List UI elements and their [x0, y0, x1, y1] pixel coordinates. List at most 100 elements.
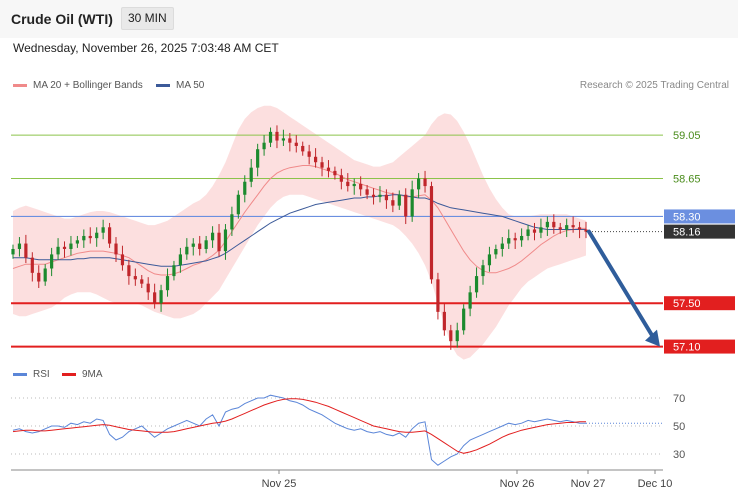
level-tag-58.30 — [664, 209, 735, 224]
forecast-arrow-shaft — [587, 229, 656, 341]
candle-body — [191, 243, 195, 247]
candle-body — [326, 167, 331, 171]
candle-body — [62, 246, 67, 249]
level-tag-57.10 — [664, 339, 735, 354]
candle — [494, 244, 498, 259]
candle-body — [114, 243, 118, 255]
candle — [146, 277, 150, 300]
candle-body — [11, 248, 15, 255]
legend-rsi: RSI — [13, 369, 50, 380]
candle — [552, 214, 556, 234]
candle-body — [294, 142, 298, 146]
candle — [114, 237, 118, 262]
candle — [75, 235, 79, 248]
candle — [429, 181, 434, 284]
candle — [95, 227, 99, 247]
candle — [236, 190, 240, 219]
candle-body — [82, 235, 86, 241]
candle — [417, 173, 421, 199]
candle-body — [404, 194, 408, 217]
candle — [56, 238, 60, 260]
candle — [462, 304, 466, 335]
ma20-swatch — [13, 84, 27, 87]
candle-body — [577, 227, 582, 230]
credit-text: Research © 2025 Trading Central — [579, 80, 729, 91]
rsi-tick-label: 30 — [673, 449, 685, 461]
candle-body — [120, 254, 125, 266]
legend-ma50-label: MA 50 — [176, 80, 205, 91]
candle — [262, 135, 266, 156]
candle — [30, 252, 34, 282]
candle-body — [410, 189, 414, 217]
candle — [140, 275, 144, 289]
candle-body — [307, 151, 311, 157]
level-label-58.65: 58.65 — [673, 173, 701, 185]
candle-body — [210, 232, 215, 241]
level-label-58.30: 58.30 — [673, 211, 701, 223]
candle — [223, 224, 228, 260]
candle-body — [423, 178, 427, 187]
candle-body — [468, 292, 472, 309]
x-tick-label: Nov 26 — [500, 478, 535, 490]
level-label-57.10: 57.10 — [673, 342, 701, 354]
candle-body — [429, 186, 434, 280]
candle-body — [281, 138, 286, 141]
candle — [301, 141, 305, 156]
candle — [359, 176, 363, 196]
candle — [436, 272, 440, 320]
rsi-swatch — [13, 373, 27, 376]
candle — [133, 268, 137, 286]
candle — [507, 229, 511, 249]
candle — [487, 246, 492, 272]
candle-body — [481, 265, 485, 277]
level-label-59.05: 59.05 — [673, 130, 701, 142]
candle-body — [56, 246, 60, 255]
rsi-line — [12, 394, 586, 466]
candle — [82, 229, 86, 248]
legend-rsi-label: RSI — [33, 369, 50, 380]
candle-body — [371, 194, 376, 197]
candle-body — [236, 194, 240, 215]
legend-ma50: MA 50 — [156, 80, 204, 91]
candle — [24, 234, 28, 264]
x-tick-label: Nov 27 — [571, 478, 606, 490]
candle — [159, 284, 163, 312]
legend-ma20-label: MA 20 + Bollinger Bands — [33, 80, 143, 91]
interval-badge[interactable]: 30 MIN — [121, 7, 174, 30]
x-tick-label: Dec 10 — [638, 478, 673, 490]
candle-body — [462, 308, 466, 331]
candle — [178, 247, 182, 273]
forecast-arrow-head — [645, 329, 660, 347]
candle-body — [17, 243, 22, 249]
candle-body — [507, 238, 511, 244]
candle-body — [178, 254, 182, 266]
candle-body — [217, 232, 221, 252]
candle-body — [30, 257, 34, 273]
candle-body — [365, 189, 369, 195]
candle-body — [378, 194, 382, 197]
candle-body — [268, 131, 273, 143]
candle — [185, 238, 189, 260]
candle-body — [95, 232, 99, 239]
candle-body — [146, 283, 150, 293]
candle-body — [172, 265, 176, 277]
candle — [281, 129, 286, 146]
candle — [210, 226, 215, 248]
candle — [481, 259, 485, 285]
candle — [37, 265, 41, 289]
candle — [384, 189, 389, 209]
candle — [17, 237, 22, 257]
candle-body — [301, 145, 305, 152]
rsi-tick-label: 50 — [673, 421, 685, 433]
candle — [404, 188, 408, 225]
candle — [539, 218, 543, 239]
candle-body — [75, 240, 79, 244]
candle — [352, 178, 356, 195]
candle — [153, 283, 157, 309]
candle — [532, 222, 537, 241]
candle-body — [558, 227, 562, 230]
candle-body — [339, 175, 343, 182]
instrument-title: Crude Oil (WTI) — [11, 11, 113, 27]
candle — [313, 148, 318, 168]
